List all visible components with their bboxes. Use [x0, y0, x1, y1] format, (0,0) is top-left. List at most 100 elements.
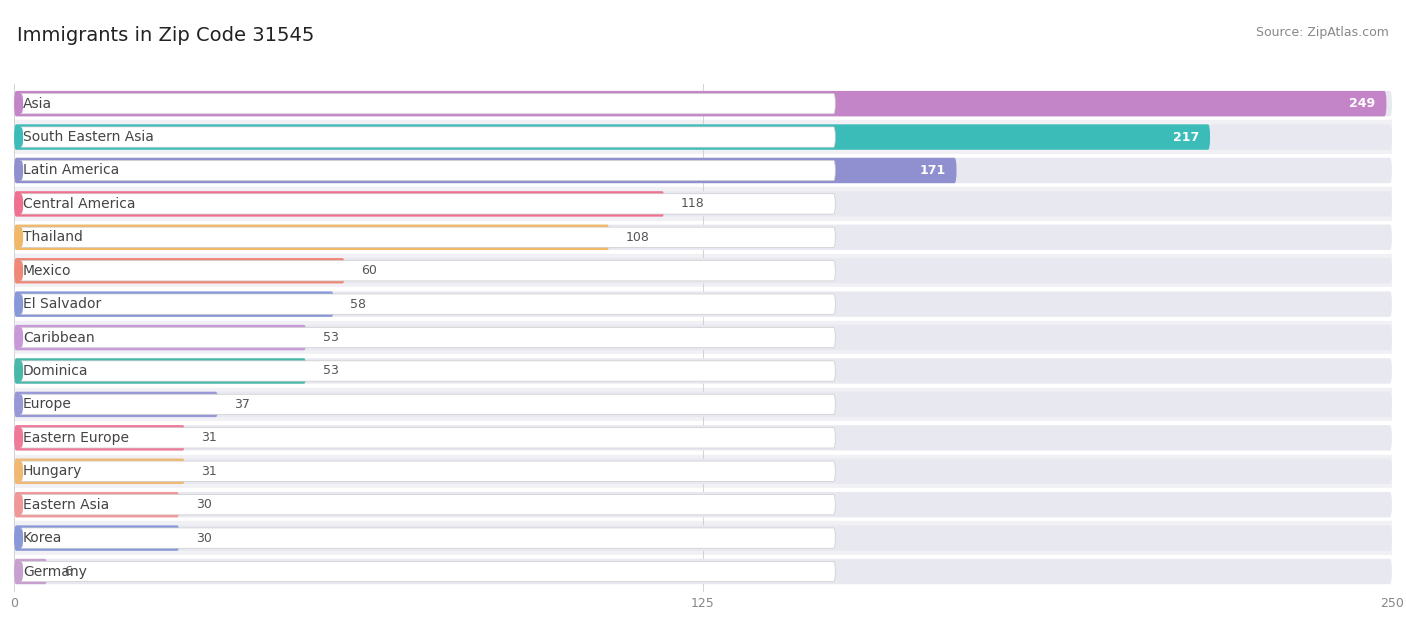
Text: Asia: Asia — [22, 96, 52, 111]
FancyBboxPatch shape — [14, 458, 186, 484]
Text: Eastern Europe: Eastern Europe — [22, 431, 129, 445]
Circle shape — [20, 262, 22, 280]
Text: 30: 30 — [195, 532, 212, 545]
FancyBboxPatch shape — [14, 458, 1392, 484]
FancyBboxPatch shape — [14, 124, 1211, 150]
Text: 37: 37 — [235, 398, 250, 411]
FancyBboxPatch shape — [14, 291, 333, 317]
Text: Source: ZipAtlas.com: Source: ZipAtlas.com — [1256, 26, 1389, 39]
FancyBboxPatch shape — [20, 494, 835, 515]
Text: Latin America: Latin America — [22, 163, 120, 177]
FancyBboxPatch shape — [20, 93, 835, 114]
FancyBboxPatch shape — [14, 492, 1392, 518]
Text: 217: 217 — [1173, 131, 1199, 143]
Bar — [14, 187, 1392, 221]
Text: Hungary: Hungary — [22, 464, 83, 478]
Bar — [14, 221, 1392, 254]
Circle shape — [20, 529, 22, 547]
Circle shape — [20, 195, 22, 213]
FancyBboxPatch shape — [20, 160, 835, 181]
FancyBboxPatch shape — [14, 191, 665, 217]
FancyBboxPatch shape — [14, 358, 307, 384]
FancyBboxPatch shape — [14, 224, 609, 250]
FancyBboxPatch shape — [20, 461, 835, 482]
Circle shape — [20, 395, 22, 413]
Circle shape — [20, 295, 22, 313]
Text: Germany: Germany — [22, 565, 87, 579]
Bar — [14, 354, 1392, 388]
Bar — [14, 287, 1392, 321]
Bar — [14, 87, 1392, 120]
Text: 53: 53 — [323, 331, 339, 344]
FancyBboxPatch shape — [14, 258, 344, 284]
Text: Central America: Central America — [22, 197, 135, 211]
Text: Caribbean: Caribbean — [22, 331, 94, 345]
FancyBboxPatch shape — [20, 394, 835, 415]
FancyBboxPatch shape — [14, 325, 307, 350]
FancyBboxPatch shape — [14, 358, 1392, 384]
Bar — [14, 421, 1392, 455]
Circle shape — [20, 228, 22, 246]
FancyBboxPatch shape — [14, 258, 1392, 284]
FancyBboxPatch shape — [20, 294, 835, 314]
FancyBboxPatch shape — [14, 392, 1392, 417]
Circle shape — [20, 95, 22, 113]
Bar — [14, 521, 1392, 555]
FancyBboxPatch shape — [14, 559, 1392, 584]
FancyBboxPatch shape — [14, 191, 1392, 217]
Circle shape — [20, 362, 22, 380]
Bar — [14, 120, 1392, 154]
FancyBboxPatch shape — [14, 91, 1386, 116]
FancyBboxPatch shape — [14, 525, 180, 551]
Text: 31: 31 — [201, 465, 217, 478]
FancyBboxPatch shape — [20, 194, 835, 214]
Circle shape — [20, 563, 22, 581]
Text: 31: 31 — [201, 431, 217, 444]
FancyBboxPatch shape — [14, 158, 1392, 183]
Text: Korea: Korea — [22, 531, 62, 545]
Bar — [14, 488, 1392, 521]
FancyBboxPatch shape — [20, 428, 835, 448]
Bar — [14, 455, 1392, 488]
Text: Europe: Europe — [22, 397, 72, 412]
FancyBboxPatch shape — [14, 425, 186, 451]
FancyBboxPatch shape — [14, 325, 1392, 350]
FancyBboxPatch shape — [20, 227, 835, 248]
Text: 249: 249 — [1350, 97, 1375, 110]
Text: Thailand: Thailand — [22, 230, 83, 244]
FancyBboxPatch shape — [20, 361, 835, 381]
FancyBboxPatch shape — [14, 492, 180, 518]
FancyBboxPatch shape — [20, 260, 835, 281]
Circle shape — [20, 128, 22, 146]
Circle shape — [20, 429, 22, 447]
Circle shape — [20, 329, 22, 347]
Text: El Salvador: El Salvador — [22, 297, 101, 311]
FancyBboxPatch shape — [20, 561, 835, 582]
FancyBboxPatch shape — [14, 291, 1392, 317]
FancyBboxPatch shape — [14, 91, 1392, 116]
Circle shape — [20, 496, 22, 514]
Text: Immigrants in Zip Code 31545: Immigrants in Zip Code 31545 — [17, 26, 315, 45]
FancyBboxPatch shape — [14, 525, 1392, 551]
FancyBboxPatch shape — [20, 528, 835, 548]
Text: South Eastern Asia: South Eastern Asia — [22, 130, 155, 144]
Text: 118: 118 — [681, 197, 704, 210]
FancyBboxPatch shape — [14, 224, 1392, 250]
Bar — [14, 555, 1392, 588]
FancyBboxPatch shape — [20, 327, 835, 348]
Circle shape — [20, 161, 22, 179]
Bar — [14, 388, 1392, 421]
Text: 6: 6 — [63, 565, 72, 578]
Text: 108: 108 — [626, 231, 650, 244]
FancyBboxPatch shape — [14, 124, 1392, 150]
Text: Eastern Asia: Eastern Asia — [22, 498, 110, 512]
FancyBboxPatch shape — [14, 158, 956, 183]
Bar — [14, 154, 1392, 187]
FancyBboxPatch shape — [14, 559, 48, 584]
Circle shape — [20, 462, 22, 480]
Text: 60: 60 — [361, 264, 377, 277]
FancyBboxPatch shape — [14, 425, 1392, 451]
Text: 30: 30 — [195, 498, 212, 511]
Text: 171: 171 — [920, 164, 945, 177]
Text: Dominica: Dominica — [22, 364, 89, 378]
